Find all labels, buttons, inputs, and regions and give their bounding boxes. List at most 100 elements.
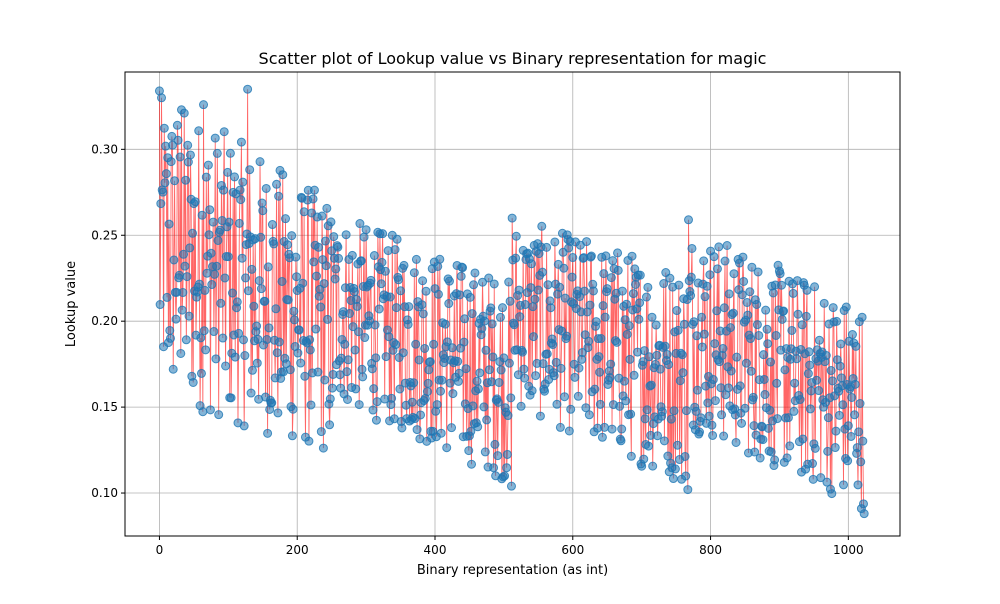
data-point [175,152,185,162]
data-point [493,451,503,461]
data-point [681,471,691,481]
data-point [356,256,366,266]
data-point [805,360,815,370]
data-point [456,271,466,281]
data-point [291,252,301,262]
data-point [274,337,284,347]
data-point [737,418,747,428]
data-point [759,350,769,360]
data-point [657,407,667,417]
data-point [202,268,212,278]
data-point [747,262,757,272]
data-point [760,389,770,399]
x-tick-label: 1000 [833,543,864,557]
data-point [238,335,248,345]
data-point [780,365,790,375]
data-point [381,352,391,362]
data-point [703,398,713,408]
data-point [455,290,465,300]
data-point [294,325,304,335]
data-point [702,281,712,291]
data-point [546,303,556,313]
data-point [213,235,223,245]
data-point [835,361,845,371]
data-point [422,387,432,397]
data-point [440,319,450,329]
data-point [211,354,221,364]
data-point [161,169,171,179]
data-point [808,474,818,484]
data-point [827,376,837,386]
data-point [782,453,792,463]
data-point [225,148,235,158]
data-point [165,333,175,343]
data-point [218,333,228,343]
data-point [320,375,330,385]
data-point [333,242,343,252]
data-point [267,398,277,408]
data-point [486,377,496,387]
data-point [168,140,178,150]
data-point [579,286,589,296]
data-point [696,413,706,423]
data-point [461,364,471,374]
data-point [712,264,722,274]
data-point [392,234,402,244]
data-point [465,292,475,302]
data-point [409,268,419,278]
data-point [770,455,780,465]
data-point [212,261,222,271]
data-point [197,210,207,220]
data-point [608,256,618,266]
data-point [821,351,831,360]
data-point [287,431,297,441]
data-point [810,443,820,453]
data-point [357,364,367,374]
data-point [777,314,787,324]
data-point [646,380,656,390]
data-point [174,270,184,280]
data-point [179,249,189,259]
data-point [198,407,208,417]
data-point [531,371,541,381]
data-point [678,368,688,378]
data-point [847,330,857,340]
y-tick-label: 0.25 [91,228,118,242]
data-point [533,285,543,295]
data-point [351,384,361,394]
data-point [196,368,206,378]
data-point [453,356,463,366]
data-point [173,135,183,145]
data-point [499,353,509,363]
data-point [555,422,565,432]
data-point [777,280,787,290]
data-point [828,303,838,313]
data-point [647,312,657,322]
data-point [708,375,718,385]
data-point [322,203,332,213]
data-point [306,400,316,410]
data-point [226,393,236,403]
data-point [742,298,752,307]
data-point [165,325,175,335]
data-point [158,187,168,197]
data-point [432,400,442,410]
data-point [243,84,253,94]
data-point [567,272,577,282]
data-point [584,410,594,420]
data-point [749,421,759,431]
data-point [726,366,736,376]
data-point [586,251,596,261]
data-point [814,335,824,345]
data-point [224,217,234,227]
data-point [822,477,832,487]
data-point [390,245,400,255]
data-point [846,431,856,441]
data-point [424,365,434,375]
data-point [289,315,299,325]
data-point [732,352,742,362]
data-point [472,376,482,386]
data-point [272,348,282,358]
data-point [442,337,452,347]
